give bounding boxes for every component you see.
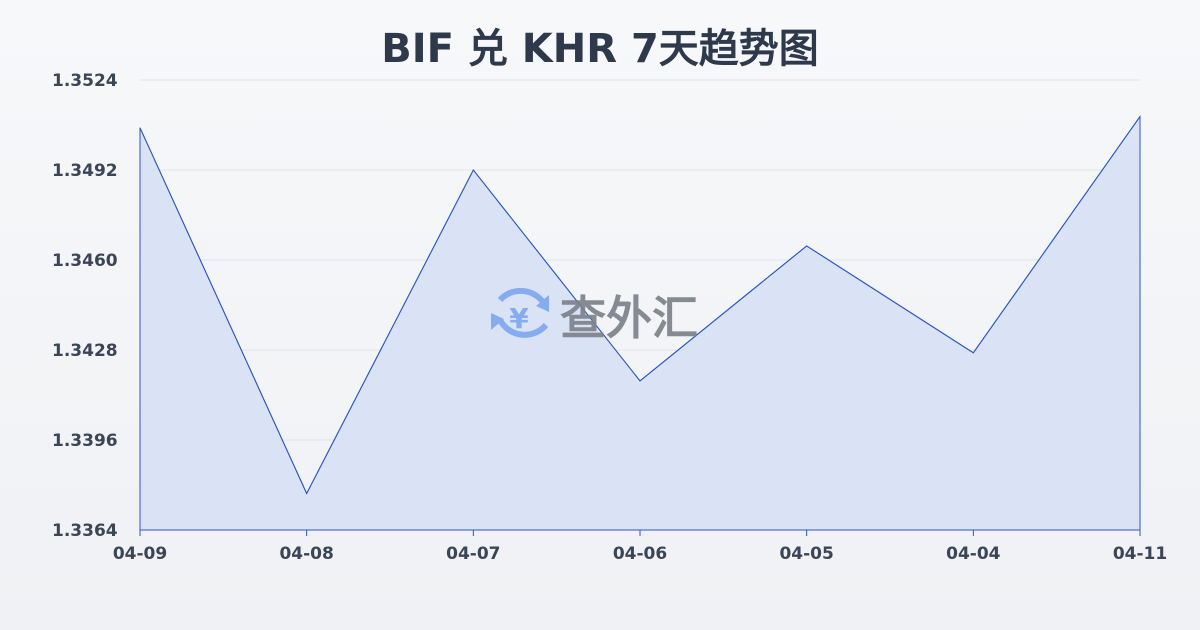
data-point <box>139 127 141 129</box>
y-tick-label: 1.3364 <box>52 521 118 541</box>
x-tick-label: 04-08 <box>279 544 333 564</box>
y-tick-label: 1.3492 <box>52 161 118 181</box>
x-tick-label: 04-06 <box>613 544 667 564</box>
svg-text:¥: ¥ <box>509 302 529 335</box>
data-point <box>639 380 641 382</box>
chart-title: BIF 兑 KHR 7天趋势图 <box>381 26 819 72</box>
x-tick-label: 04-04 <box>946 544 1001 564</box>
x-tick-label: 04-05 <box>779 544 833 564</box>
watermark: ¥ 查外汇 <box>491 287 698 345</box>
data-point <box>1139 116 1141 118</box>
data-point <box>472 169 474 171</box>
data-point <box>972 352 974 354</box>
y-tick-label: 1.3428 <box>52 341 118 361</box>
watermark-text: 查外汇 <box>560 291 698 345</box>
yen-exchange-icon: ¥ <box>491 287 549 338</box>
y-tick-label: 1.3396 <box>52 431 118 451</box>
data-point <box>806 245 808 247</box>
x-tick-label: 04-09 <box>113 544 167 564</box>
y-axis: 1.3524 1.3492 1.3460 1.3428 1.3396 1.3364 <box>52 71 118 541</box>
y-tick-label: 1.3460 <box>52 251 118 271</box>
x-tick-label: 04-11 <box>1113 544 1167 564</box>
y-tick-label: 1.3524 <box>52 71 118 91</box>
data-point <box>306 492 308 494</box>
x-axis: 04-09 04-08 04-07 04-06 04-05 04-04 04-11 <box>113 530 1167 564</box>
x-tick-label: 04-07 <box>446 544 500 564</box>
